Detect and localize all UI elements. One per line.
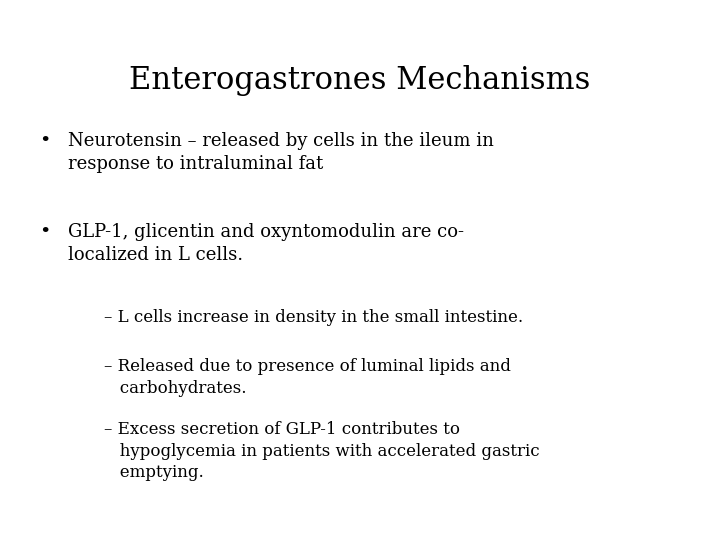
Text: •: • [40,132,51,150]
Text: – L cells increase in density in the small intestine.: – L cells increase in density in the sma… [104,309,523,326]
Text: •: • [40,223,51,241]
Text: – Released due to presence of luminal lipids and
   carbohydrates.: – Released due to presence of luminal li… [104,358,511,396]
Text: Neurotensin – released by cells in the ileum in
response to intraluminal fat: Neurotensin – released by cells in the i… [68,132,494,173]
Text: GLP-1, glicentin and oxyntomodulin are co-
localized in L cells.: GLP-1, glicentin and oxyntomodulin are c… [68,223,464,264]
Text: Enterogastrones Mechanisms: Enterogastrones Mechanisms [130,65,590,96]
Text: – Excess secretion of GLP-1 contributes to
   hypoglycemia in patients with acce: – Excess secretion of GLP-1 contributes … [104,421,540,481]
